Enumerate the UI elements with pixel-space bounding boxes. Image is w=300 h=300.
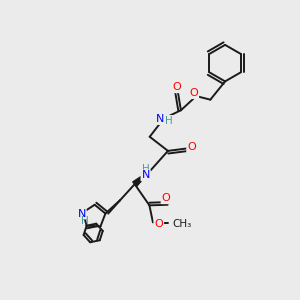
Text: CH₃: CH₃ xyxy=(172,219,191,229)
Text: O: O xyxy=(172,82,181,92)
Text: H: H xyxy=(165,116,172,126)
Text: O: O xyxy=(190,88,198,98)
Text: O: O xyxy=(154,219,163,229)
Text: H: H xyxy=(81,216,88,226)
Text: H: H xyxy=(142,164,149,173)
Text: N: N xyxy=(156,114,164,124)
Text: O: O xyxy=(161,193,170,203)
Text: N: N xyxy=(141,170,150,180)
Polygon shape xyxy=(133,170,151,186)
Text: O: O xyxy=(187,142,196,152)
Text: N: N xyxy=(77,209,86,219)
